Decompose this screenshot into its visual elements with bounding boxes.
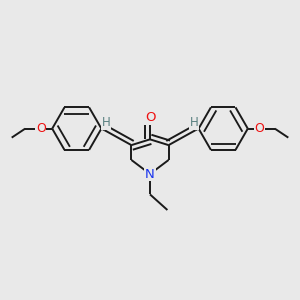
Text: O: O [145,111,155,124]
Text: H: H [190,116,199,129]
Text: N: N [145,167,155,181]
Text: H: H [101,116,110,129]
Text: O: O [254,122,264,135]
Text: O: O [36,122,46,135]
